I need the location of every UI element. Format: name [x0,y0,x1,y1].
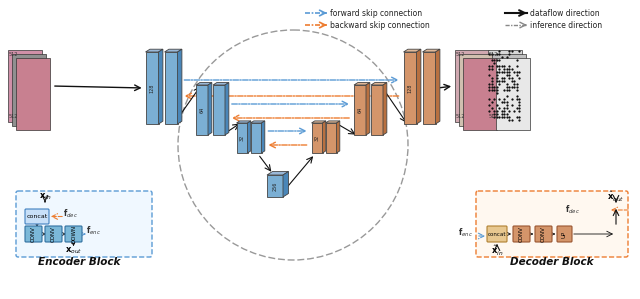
Polygon shape [403,52,417,124]
Text: CONV: CONV [31,226,36,242]
Polygon shape [225,83,229,135]
Polygon shape [283,172,289,197]
Bar [496,58,530,130]
Polygon shape [354,85,366,135]
Text: Decoder Block: Decoder Block [510,257,594,267]
Text: CONV: CONV [541,226,546,242]
Text: 512: 512 [456,52,465,57]
Polygon shape [422,49,440,52]
Text: 512: 512 [9,52,19,57]
Text: $\mathbf{f}_{dec}$: $\mathbf{f}_{dec}$ [564,204,579,216]
Text: 512: 512 [489,52,499,57]
Polygon shape [262,121,265,153]
FancyBboxPatch shape [476,191,628,257]
Text: $\mathbf{f}_{dec}$: $\mathbf{f}_{dec}$ [63,208,77,220]
Text: 64: 64 [358,107,362,113]
Polygon shape [196,83,212,85]
Polygon shape [164,49,182,52]
Polygon shape [312,121,326,123]
Polygon shape [403,49,421,52]
Polygon shape [417,49,421,124]
Text: 512: 512 [489,114,499,119]
Text: concat: concat [488,231,506,237]
Text: 128: 128 [408,83,413,93]
Text: DOWN: DOWN [71,225,76,243]
Text: 128: 128 [150,83,154,93]
Polygon shape [164,52,177,124]
Bar [16,58,50,130]
Text: forward skip connection: forward skip connection [330,8,422,18]
FancyBboxPatch shape [45,226,62,242]
FancyBboxPatch shape [16,191,152,257]
Text: $\hat{\mathbf{x}}_{out}$: $\hat{\mathbf{x}}_{out}$ [607,190,625,204]
Polygon shape [250,123,262,153]
Bar [459,54,493,126]
Polygon shape [435,49,440,124]
Polygon shape [354,83,370,85]
FancyBboxPatch shape [557,226,572,242]
Polygon shape [177,49,182,124]
Text: UP: UP [562,230,567,238]
Polygon shape [145,49,163,52]
Polygon shape [237,121,251,123]
Polygon shape [323,121,326,153]
Polygon shape [366,83,370,135]
Polygon shape [371,83,387,85]
Bar [488,50,522,122]
FancyBboxPatch shape [513,226,530,242]
Text: $\mathbf{x}_{out}$: $\mathbf{x}_{out}$ [65,246,82,256]
Polygon shape [267,175,283,197]
Polygon shape [326,123,337,153]
Polygon shape [213,83,229,85]
Text: backward skip connection: backward skip connection [330,21,429,30]
Polygon shape [267,172,289,175]
Text: Encoder Block: Encoder Block [38,257,120,267]
Text: 512: 512 [456,114,465,119]
Text: CONV: CONV [519,226,524,242]
Text: dataflow direction: dataflow direction [530,8,600,18]
Polygon shape [237,123,248,153]
FancyBboxPatch shape [535,226,552,242]
Text: inference direction: inference direction [530,21,602,30]
Polygon shape [208,83,212,135]
Bar [463,58,497,130]
Polygon shape [213,85,225,135]
Polygon shape [312,123,323,153]
Bar [12,54,46,126]
Text: 512: 512 [9,114,19,119]
Polygon shape [371,85,383,135]
Text: 64: 64 [200,107,205,113]
Text: 32: 32 [314,135,319,141]
Bar [492,54,526,126]
Text: $\mathbf{f}_{enc}$: $\mathbf{f}_{enc}$ [458,227,472,239]
Polygon shape [145,52,159,124]
Polygon shape [337,121,340,153]
Polygon shape [326,121,340,123]
Bar [8,50,42,122]
Text: CONV: CONV [51,226,56,242]
Polygon shape [383,83,387,135]
Polygon shape [250,121,265,123]
Polygon shape [159,49,163,124]
FancyBboxPatch shape [25,209,49,224]
FancyBboxPatch shape [65,226,82,242]
FancyBboxPatch shape [25,226,42,242]
Polygon shape [196,85,208,135]
Text: 256: 256 [273,181,278,191]
Text: $\mathbf{x}_{in}$: $\mathbf{x}_{in}$ [39,192,51,202]
Text: 32: 32 [239,135,244,141]
Text: concat: concat [26,214,47,219]
Polygon shape [248,121,251,153]
Text: $\hat{\mathbf{x}}_{in}$: $\hat{\mathbf{x}}_{in}$ [491,244,503,258]
Polygon shape [422,52,435,124]
Text: $\mathbf{f}_{enc}$: $\mathbf{f}_{enc}$ [86,225,101,237]
FancyBboxPatch shape [487,226,507,242]
Bar [455,50,489,122]
